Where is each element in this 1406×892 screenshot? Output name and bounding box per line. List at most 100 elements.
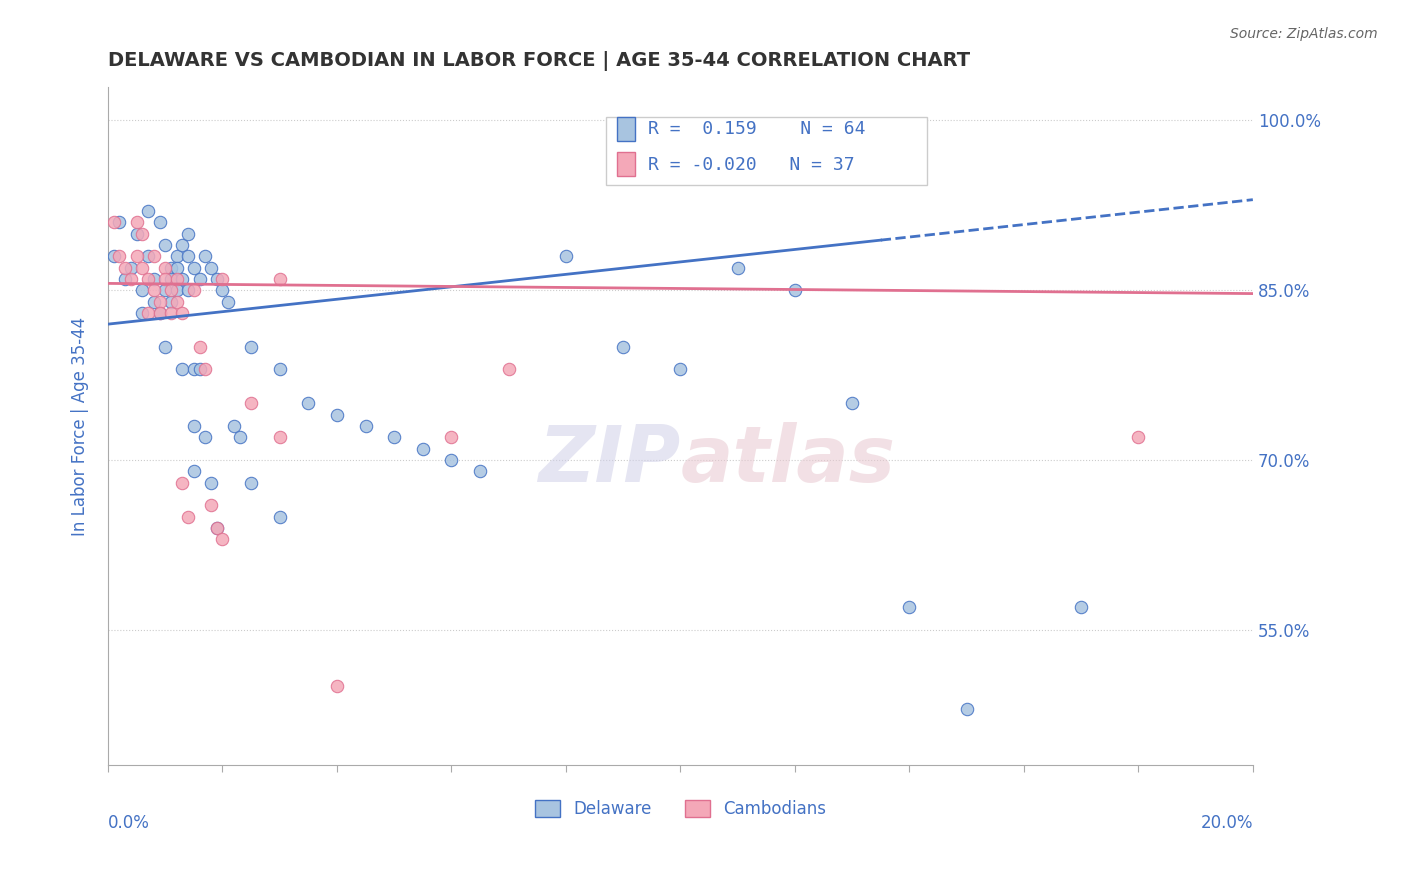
Point bbox=[142, 283, 165, 297]
Point bbox=[160, 306, 183, 320]
Point bbox=[172, 238, 194, 252]
Point bbox=[160, 260, 183, 275]
Point bbox=[612, 340, 634, 354]
Point bbox=[131, 283, 153, 297]
Point bbox=[125, 215, 148, 229]
Point bbox=[183, 419, 205, 434]
Point bbox=[148, 306, 170, 320]
Text: DELAWARE VS CAMBODIAN IN LABOR FORCE | AGE 35-44 CORRELATION CHART: DELAWARE VS CAMBODIAN IN LABOR FORCE | A… bbox=[108, 51, 970, 70]
Point bbox=[498, 362, 520, 376]
Point bbox=[269, 362, 291, 376]
Point bbox=[188, 340, 211, 354]
Point bbox=[172, 272, 194, 286]
Point bbox=[114, 260, 136, 275]
Point bbox=[1070, 600, 1092, 615]
Point bbox=[166, 249, 188, 263]
Point bbox=[222, 419, 245, 434]
Point bbox=[125, 227, 148, 241]
Text: atlas: atlas bbox=[681, 422, 896, 498]
Point bbox=[172, 306, 194, 320]
Point bbox=[228, 430, 250, 444]
Point bbox=[669, 362, 692, 376]
Text: R = -0.020   N = 37: R = -0.020 N = 37 bbox=[648, 155, 855, 174]
Point bbox=[200, 498, 222, 512]
Y-axis label: In Labor Force | Age 35-44: In Labor Force | Age 35-44 bbox=[72, 317, 89, 535]
Point bbox=[354, 419, 377, 434]
Point bbox=[412, 442, 434, 456]
Point bbox=[205, 272, 228, 286]
Point bbox=[114, 272, 136, 286]
Point bbox=[188, 272, 211, 286]
Point bbox=[183, 464, 205, 478]
Point bbox=[183, 362, 205, 376]
Point bbox=[142, 272, 165, 286]
Point bbox=[211, 272, 233, 286]
Point bbox=[211, 283, 233, 297]
Point bbox=[269, 509, 291, 524]
Point bbox=[269, 272, 291, 286]
Text: 20.0%: 20.0% bbox=[1201, 814, 1253, 831]
Point bbox=[155, 283, 177, 297]
Point bbox=[898, 600, 921, 615]
Point bbox=[120, 260, 142, 275]
Text: ZIP: ZIP bbox=[538, 422, 681, 498]
Point bbox=[205, 521, 228, 535]
Point bbox=[155, 340, 177, 354]
Point bbox=[188, 362, 211, 376]
Point bbox=[160, 272, 183, 286]
Point bbox=[194, 249, 217, 263]
Text: R =  0.159    N = 64: R = 0.159 N = 64 bbox=[648, 120, 866, 138]
Point bbox=[142, 294, 165, 309]
Point bbox=[200, 475, 222, 490]
Point bbox=[177, 249, 200, 263]
Point bbox=[131, 227, 153, 241]
Point bbox=[131, 260, 153, 275]
Point bbox=[205, 521, 228, 535]
Point bbox=[440, 430, 463, 444]
Point bbox=[148, 294, 170, 309]
Point bbox=[142, 249, 165, 263]
Point bbox=[108, 249, 131, 263]
Point bbox=[269, 430, 291, 444]
Point bbox=[841, 396, 863, 410]
Point bbox=[103, 215, 125, 229]
Point bbox=[125, 249, 148, 263]
Point bbox=[155, 272, 177, 286]
Point bbox=[183, 260, 205, 275]
Point bbox=[211, 532, 233, 546]
Point bbox=[160, 294, 183, 309]
Point bbox=[440, 453, 463, 467]
Point bbox=[166, 272, 188, 286]
Point bbox=[727, 260, 749, 275]
Point bbox=[120, 272, 142, 286]
Point bbox=[183, 283, 205, 297]
FancyBboxPatch shape bbox=[606, 117, 927, 185]
Point bbox=[148, 306, 170, 320]
Point bbox=[103, 249, 125, 263]
Text: Source: ZipAtlas.com: Source: ZipAtlas.com bbox=[1230, 27, 1378, 41]
Point bbox=[108, 215, 131, 229]
Point bbox=[956, 702, 979, 716]
Point bbox=[131, 306, 153, 320]
Point bbox=[177, 283, 200, 297]
FancyBboxPatch shape bbox=[617, 117, 634, 141]
Point bbox=[468, 464, 491, 478]
Point bbox=[555, 249, 578, 263]
Point bbox=[177, 509, 200, 524]
Legend: Delaware, Cambodians: Delaware, Cambodians bbox=[529, 794, 832, 825]
Point bbox=[240, 475, 263, 490]
Point bbox=[217, 294, 239, 309]
Text: 0.0%: 0.0% bbox=[108, 814, 150, 831]
Point bbox=[177, 227, 200, 241]
Point bbox=[136, 306, 159, 320]
Point bbox=[160, 283, 183, 297]
FancyBboxPatch shape bbox=[617, 153, 634, 176]
Point bbox=[166, 283, 188, 297]
Point bbox=[155, 260, 177, 275]
Point bbox=[136, 249, 159, 263]
Point bbox=[172, 362, 194, 376]
Point bbox=[240, 396, 263, 410]
Point bbox=[1128, 430, 1150, 444]
Point bbox=[166, 260, 188, 275]
Point bbox=[136, 204, 159, 219]
